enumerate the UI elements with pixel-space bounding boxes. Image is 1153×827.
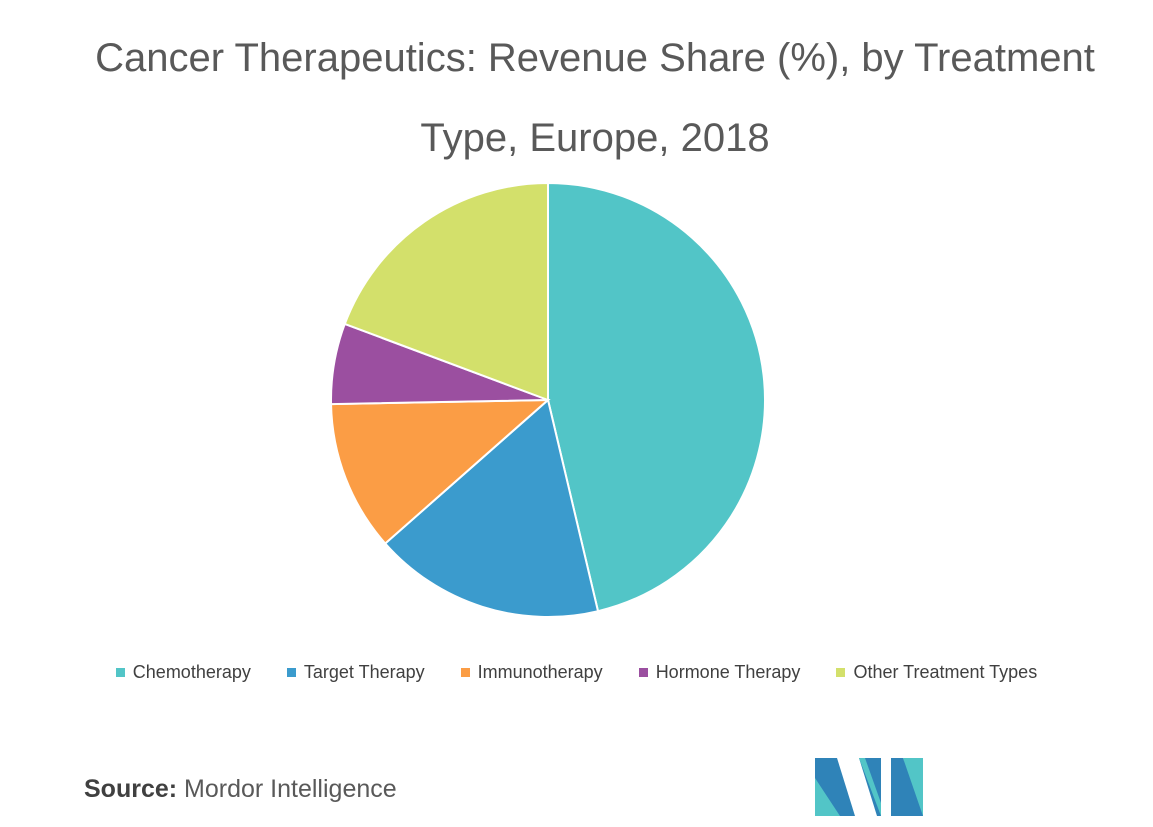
source-label: Source: [84,775,178,803]
legend-label: Chemotherapy [132,662,251,682]
logo-shape [891,758,923,816]
legend-swatch [836,668,846,677]
legend-swatch [460,668,470,677]
source: Source: Mordor Intelligence [84,775,397,804]
legend-label: Immunotherapy [477,662,603,682]
pie-slice [547,181,766,613]
pie-slice [383,398,600,618]
pie-slice [330,398,551,545]
pie-slice [343,181,549,402]
logo-shape [815,778,840,816]
legend-swatch [286,668,296,677]
logo-shape [859,758,881,816]
legend: Chemotherapy Target Therapy Immunotherapy H… [0,662,1153,683]
legend-item: Hormone Therapy [638,662,801,683]
legend-swatch [115,668,125,677]
pie-chart [330,181,766,618]
legend-label: Other Treatment Types [853,662,1038,682]
legend-label: Target Therapy [303,662,425,682]
legend-item: Immunotherapy [460,662,603,683]
source-text: Mordor Intelligence [184,775,397,803]
chart-title: Cancer Therapeutics: Revenue Share (%), … [95,36,1095,160]
logo [815,758,923,816]
legend-item: Other Treatment Types [836,662,1037,683]
legend-label: Hormone Therapy [655,662,801,682]
legend-swatch [638,668,648,677]
legend-item: Target Therapy [286,662,425,683]
legend-item: Chemotherapy [115,662,251,683]
